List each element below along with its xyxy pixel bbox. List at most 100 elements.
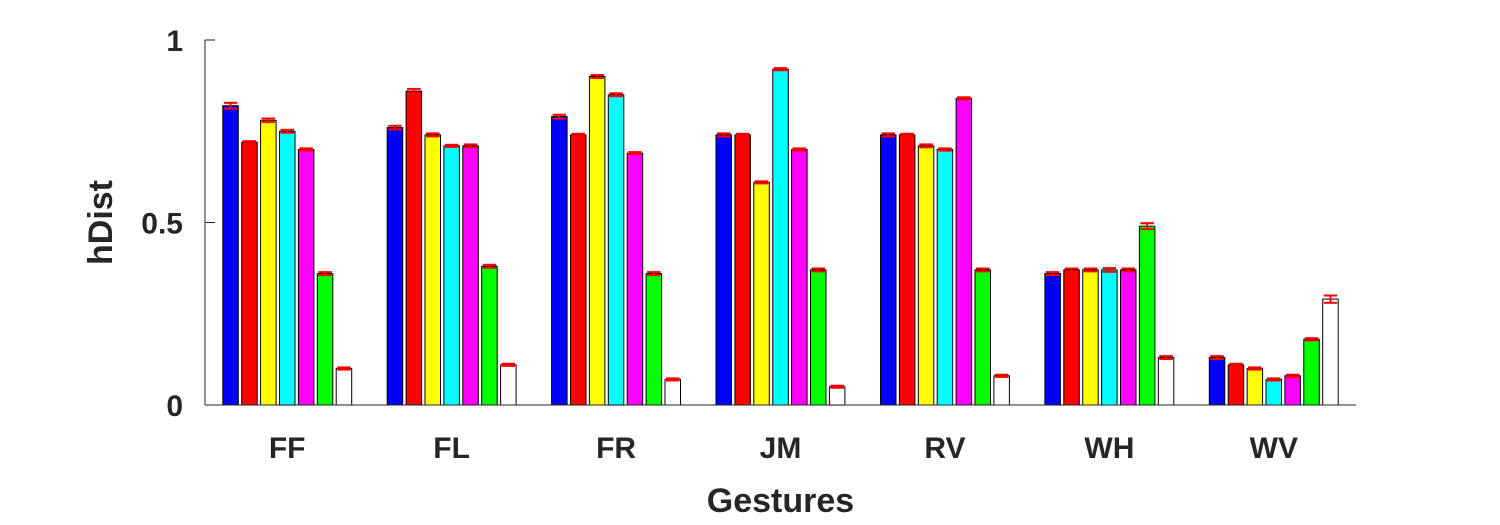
bar-rv-5 [955, 97, 973, 406]
bar-rv-6 [974, 269, 991, 406]
bar-fl-6 [481, 265, 498, 406]
error-bar-fr-6 [647, 271, 661, 277]
bar-rv-3 [917, 145, 935, 406]
error-bar-wh-4 [1102, 267, 1117, 273]
error-bar-wh-1 [1045, 271, 1060, 277]
bar-fr-6 [645, 273, 663, 406]
bar-fr-1 [551, 116, 568, 406]
bar-fr-2 [570, 134, 587, 406]
error-bar-fl-5 [463, 143, 478, 149]
bar-ff-1 [222, 105, 239, 406]
y-ticks-group: 00.51 [141, 25, 215, 423]
error-bar-wh-5 [1121, 267, 1135, 273]
bar-wh-1 [1044, 273, 1061, 406]
bar-rv-1 [880, 134, 897, 406]
error-bar-ff-7 [337, 366, 351, 371]
y-tick-label: 0.5 [141, 208, 183, 241]
y-tick-label: 0 [166, 390, 183, 423]
y-axis-title: hDist [82, 180, 120, 265]
error-bar-rv-2 [900, 132, 914, 137]
x-tick-label-rv: RV [924, 432, 965, 465]
error-bar-jm-3 [754, 180, 769, 185]
bar-wv-1 [1208, 357, 1226, 406]
error-bar-wv-7 [1323, 294, 1338, 304]
error-bar-fr-2 [571, 132, 585, 137]
bar-wv-2 [1227, 364, 1245, 406]
bar-wv-4 [1265, 378, 1282, 406]
error-bar-jm-2 [735, 132, 750, 137]
bar-fl-7 [500, 364, 517, 406]
error-bar-jm-7 [830, 384, 844, 389]
bar-ff-3 [260, 119, 277, 406]
error-bar-ff-6 [318, 271, 332, 277]
error-bar-wh-7 [1159, 355, 1173, 360]
bars-group [222, 68, 1339, 406]
x-tick-label-wv: WV [1250, 432, 1298, 465]
x-tick-label-ff: FF [269, 432, 306, 465]
bar-fl-3 [424, 134, 441, 406]
bar-ff-2 [241, 141, 258, 406]
error-bar-fl-3 [426, 132, 440, 138]
bar-wh-7 [1157, 357, 1175, 406]
error-bar-jm-4 [773, 67, 788, 72]
bar-jm-1 [715, 134, 732, 406]
error-bar-fl-1 [388, 124, 402, 131]
bar-wh-6 [1138, 225, 1156, 406]
error-bar-wh-3 [1083, 267, 1098, 273]
error-bar-wv-5 [1285, 373, 1300, 378]
bar-wv-5 [1284, 375, 1301, 406]
error-bar-rv-4 [938, 147, 952, 152]
bar-jm-6 [810, 269, 827, 406]
bar-fr-4 [607, 94, 625, 406]
error-bar-wv-6 [1304, 337, 1319, 342]
x-ticks-group: FF FL FR JM RV WH WV [269, 432, 1298, 465]
bar-jm-4 [772, 68, 789, 406]
error-bar-rv-7 [994, 373, 1009, 378]
error-bar-fl-4 [444, 143, 459, 148]
bar-wh-5 [1120, 269, 1137, 406]
error-bar-fr-7 [666, 377, 680, 382]
y-tick-label: 1 [166, 25, 183, 58]
error-bar-wv-4 [1267, 377, 1281, 382]
bar-ff-6 [316, 273, 334, 406]
error-bar-jm-1 [717, 132, 731, 138]
error-bar-wh-2 [1064, 267, 1079, 273]
bar-fl-4 [443, 145, 460, 406]
bar-wh-2 [1063, 269, 1080, 406]
bar-wv-6 [1303, 338, 1320, 406]
bar-fl-1 [386, 127, 404, 406]
error-bar-fl-2 [407, 87, 421, 95]
error-bar-rv-6 [976, 267, 990, 273]
error-bar-fr-1 [552, 113, 567, 120]
bar-fr-7 [664, 378, 681, 406]
bar-wv-3 [1246, 368, 1264, 406]
error-bar-fl-6 [482, 263, 497, 269]
bar-ff-5 [297, 149, 315, 406]
bar-jm-2 [734, 134, 751, 406]
error-bar-fl-7 [501, 362, 516, 367]
bar-wv-7 [1322, 298, 1339, 406]
bar-rv-7 [993, 375, 1010, 406]
error-bar-wv-3 [1248, 366, 1262, 371]
error-bar-wh-6 [1140, 222, 1154, 231]
error-bar-rv-3 [919, 143, 933, 149]
x-axis-title: Gestures [707, 482, 854, 520]
bar-rv-2 [898, 134, 916, 406]
x-tick-label-fr: FR [596, 432, 636, 465]
x-tick-label-fl: FL [433, 432, 470, 465]
error-bar-ff-2 [242, 140, 257, 145]
error-bar-wv-1 [1210, 355, 1224, 360]
bar-jm-3 [753, 181, 770, 406]
x-tick-label-jm: JM [760, 432, 802, 465]
bar-jm-7 [828, 386, 846, 406]
error-bar-wv-2 [1229, 362, 1243, 367]
bar-fr-3 [588, 76, 606, 406]
bar-fl-2 [405, 90, 423, 406]
error-bar-rv-5 [957, 96, 971, 101]
error-bar-ff-1 [223, 101, 238, 110]
bar-rv-4 [936, 149, 954, 406]
error-bar-jm-5 [792, 147, 807, 152]
error-bar-rv-1 [881, 132, 895, 138]
error-bar-ff-4 [280, 128, 294, 134]
